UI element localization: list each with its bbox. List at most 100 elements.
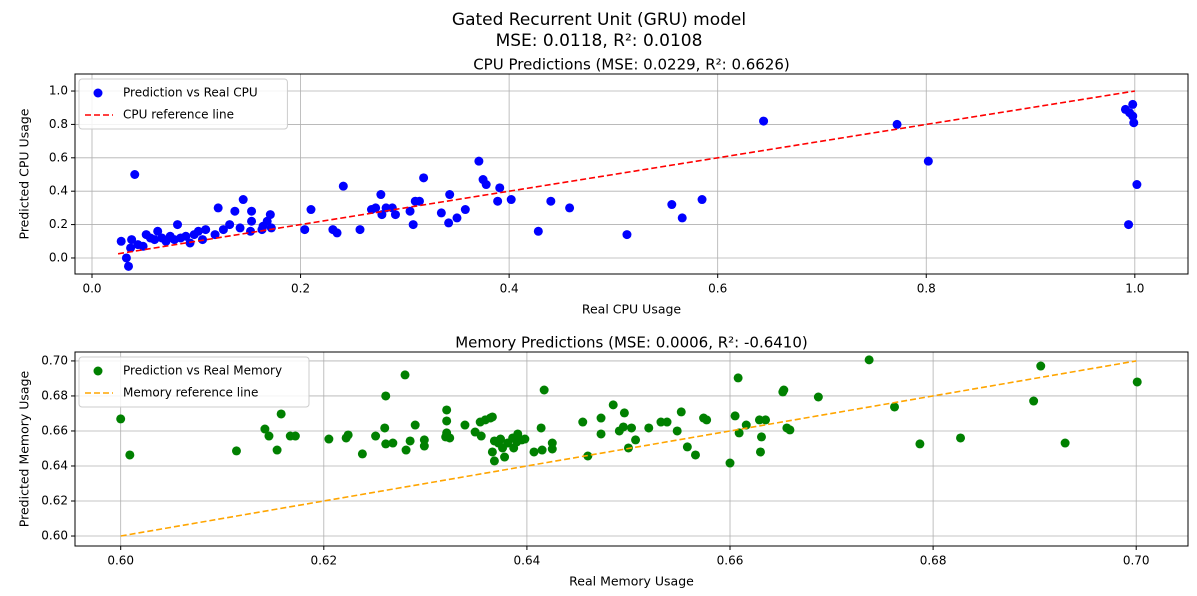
reference-line bbox=[117, 90, 1135, 255]
y-tick-label: 0.66 bbox=[41, 423, 68, 437]
scatter-point bbox=[1129, 118, 1139, 128]
scatter-point bbox=[116, 414, 126, 424]
figure-title: Gated Recurrent Unit (GRU) model bbox=[452, 10, 746, 30]
scatter-point bbox=[734, 428, 744, 438]
scatter-point bbox=[536, 423, 546, 433]
scatter-point bbox=[445, 190, 455, 200]
x-tick-label: 0.0 bbox=[82, 282, 101, 296]
x-tick-label: 0.60 bbox=[107, 554, 134, 568]
scatter-point bbox=[419, 441, 429, 451]
scatter-point bbox=[153, 226, 163, 236]
scatter-point bbox=[537, 445, 547, 455]
scatter-point bbox=[481, 180, 491, 190]
scatter-point bbox=[476, 431, 486, 441]
y-tick-label: 0.60 bbox=[41, 529, 68, 543]
x-axis-label: Real CPU Usage bbox=[582, 302, 682, 317]
x-tick-label: 0.66 bbox=[717, 554, 744, 568]
legend-label: Prediction vs Real Memory bbox=[123, 364, 282, 378]
scatter-point bbox=[419, 173, 429, 183]
scatter-point bbox=[414, 196, 424, 206]
x-tick-label: 0.68 bbox=[920, 554, 947, 568]
scatter-point bbox=[565, 203, 575, 213]
scatter-point bbox=[546, 196, 556, 206]
scatter-point bbox=[619, 408, 629, 418]
scatter-point bbox=[445, 433, 455, 443]
scatter-point bbox=[121, 253, 131, 263]
scatter-point bbox=[725, 458, 735, 468]
scatter-point bbox=[231, 446, 241, 456]
scatter-point bbox=[442, 416, 452, 426]
scatter-point bbox=[130, 170, 140, 180]
y-tick-label: 0.62 bbox=[41, 494, 68, 508]
scatter-point bbox=[697, 195, 707, 205]
scatter-point bbox=[138, 241, 148, 251]
x-tick-label: 0.4 bbox=[500, 282, 519, 296]
scatter-point bbox=[436, 208, 446, 218]
scatter-point bbox=[264, 431, 274, 441]
legend-box bbox=[78, 78, 288, 130]
scatter-point bbox=[452, 213, 462, 223]
scatter-point bbox=[290, 431, 300, 441]
scatter-point bbox=[460, 420, 470, 430]
scatter-point bbox=[596, 429, 606, 439]
scatter-point bbox=[300, 225, 310, 235]
scatter-point bbox=[247, 216, 257, 226]
scatter-point bbox=[401, 445, 411, 455]
x-tick-label: 1.0 bbox=[1125, 282, 1144, 296]
scatter-point bbox=[487, 447, 497, 457]
legend-box bbox=[78, 356, 310, 408]
y-tick-label: 0.0 bbox=[49, 250, 68, 264]
scatter-point bbox=[306, 205, 316, 215]
scatter-point bbox=[126, 243, 136, 253]
x-tick-label: 0.6 bbox=[708, 282, 727, 296]
scatter-point bbox=[500, 452, 510, 462]
scatter-point bbox=[324, 434, 334, 444]
scatter-point bbox=[539, 385, 549, 395]
legend-label: Memory reference line bbox=[123, 386, 258, 400]
scatter-point bbox=[662, 417, 672, 427]
legend-label: CPU reference line bbox=[123, 108, 234, 122]
scatter-point bbox=[644, 423, 654, 433]
scatter-point bbox=[405, 206, 415, 216]
scatter-point bbox=[915, 439, 925, 449]
scatter-point bbox=[608, 400, 618, 410]
scatter-point bbox=[489, 456, 499, 466]
scatter-point bbox=[376, 190, 386, 200]
scatter-point bbox=[201, 225, 211, 235]
legend-marker bbox=[93, 88, 103, 98]
scatter-point bbox=[388, 438, 398, 448]
scatter-point bbox=[813, 392, 823, 402]
scatter-point bbox=[578, 417, 588, 427]
x-tick-label: 0.70 bbox=[1123, 554, 1150, 568]
scatter-point bbox=[622, 230, 632, 240]
chart-title: Memory Predictions (MSE: 0.0006, R²: -0.… bbox=[455, 334, 808, 352]
scatter-point bbox=[247, 206, 257, 216]
scatter-point bbox=[1029, 396, 1039, 406]
scatter-point bbox=[506, 195, 516, 205]
x-tick-label: 0.2 bbox=[291, 282, 310, 296]
scatter-point bbox=[756, 432, 766, 442]
scatter-point bbox=[1128, 99, 1138, 109]
scatter-point bbox=[761, 415, 771, 425]
scatter-point bbox=[355, 225, 365, 235]
scatter-point bbox=[759, 116, 769, 126]
scatter-point bbox=[408, 220, 418, 230]
scatter-point bbox=[672, 426, 682, 436]
y-tick-label: 1.0 bbox=[49, 84, 68, 98]
scatter-point bbox=[956, 433, 966, 443]
y-tick-label: 0.8 bbox=[49, 117, 68, 131]
scatter-point bbox=[381, 391, 391, 401]
x-tick-label: 0.64 bbox=[514, 554, 541, 568]
scatter-point bbox=[730, 411, 740, 421]
scatter-point bbox=[371, 431, 381, 441]
y-axis-label: Predicted Memory Usage bbox=[17, 370, 32, 527]
scatter-point bbox=[755, 447, 765, 457]
y-tick-label: 0.6 bbox=[49, 150, 68, 164]
scatter-point bbox=[260, 424, 270, 434]
scatter-point bbox=[1132, 180, 1142, 190]
scatter-point bbox=[676, 407, 686, 417]
scatter-point bbox=[733, 373, 743, 383]
scatter-point bbox=[631, 435, 641, 445]
scatter-point bbox=[405, 436, 415, 446]
